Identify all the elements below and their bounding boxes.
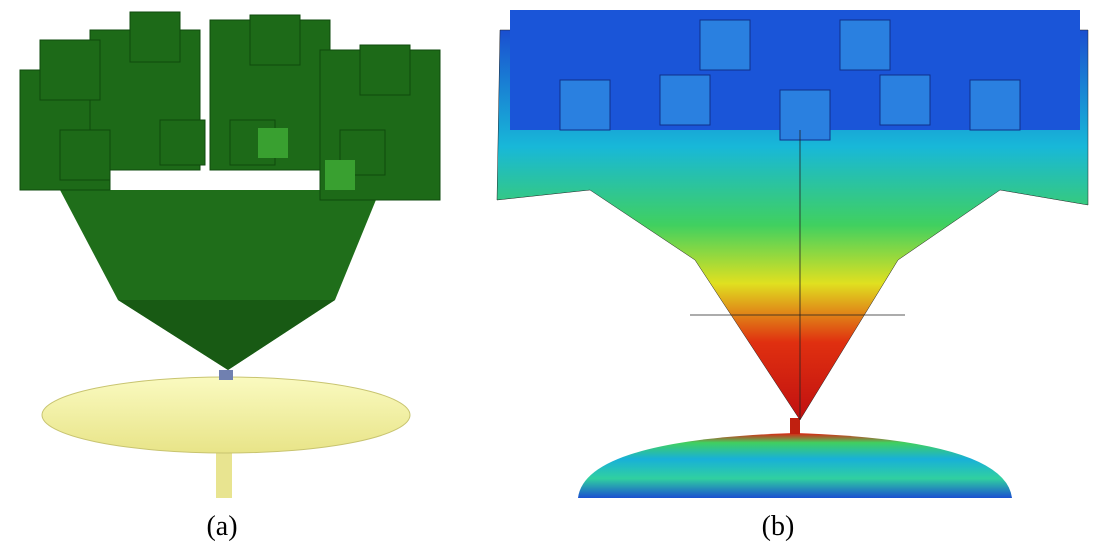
page: (a) (b) (() => { const data = JSON.parse… — [0, 0, 1097, 548]
caption: (a) — [206, 511, 237, 542]
panel-b-image — [497, 10, 1088, 498]
figure: (a) (b) — [0, 0, 1097, 548]
caption: (b) — [762, 511, 795, 542]
panel-a-image — [20, 12, 440, 498]
